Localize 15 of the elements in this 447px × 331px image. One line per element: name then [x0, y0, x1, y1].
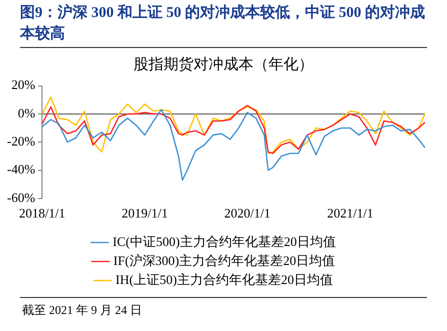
x-tick-label: 2018/1/1	[19, 206, 66, 221]
legend-label: IC(中证500)主力合约年化基差20日均值	[112, 234, 336, 249]
y-tick-label: -40%	[6, 162, 36, 177]
y-tick-label: 20%	[11, 77, 36, 92]
y-tick-label: -60%	[6, 190, 36, 205]
y-tick-label: 0%	[18, 105, 36, 120]
legend-label: IF(沪深300)主力合约年化基差20日均值	[113, 252, 336, 268]
text: 截至 2021 年 9 月 24 日	[22, 302, 143, 319]
x-tick-label: 2021/1/1	[327, 206, 374, 221]
x-tick-label: 2019/1/1	[122, 206, 168, 221]
chart-subtitle: 股指期货对冲成本（年化）	[132, 56, 314, 75]
x-tick-label: 2020/1/1	[224, 206, 270, 221]
chart-title: 图9：沪深 300 和上证 50 的对冲成本较低，中证 500 的对冲成本较高	[18, 3, 426, 44]
legend-label: IH(上证50)主力合约年化基差20日均值	[116, 272, 333, 287]
y-tick-label: -20%	[6, 134, 36, 149]
